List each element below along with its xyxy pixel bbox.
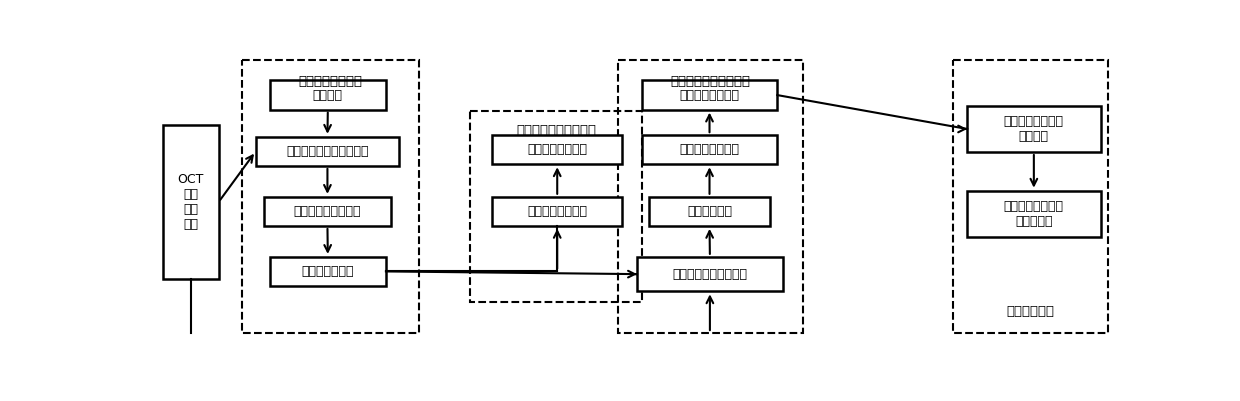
Bar xyxy=(967,190,1101,237)
Bar xyxy=(642,81,777,110)
Text: 实时位置追踪模块: 实时位置追踪模块 xyxy=(298,75,362,88)
Bar xyxy=(637,257,782,292)
Bar xyxy=(263,197,392,226)
Bar xyxy=(492,135,622,164)
Bar xyxy=(954,60,1109,333)
Text: 磁极单元: 磁极单元 xyxy=(312,89,342,101)
Bar xyxy=(162,125,218,279)
Text: 图像配准单元: 图像配准单元 xyxy=(687,205,732,218)
Bar xyxy=(242,60,419,333)
Text: 血管分叉配准融合模块: 血管分叉配准融合模块 xyxy=(671,75,750,88)
Text: 面渲染和体渲染混
合渲染单元: 面渲染和体渲染混 合渲染单元 xyxy=(1004,200,1064,228)
Text: 图像校正处理单元: 图像校正处理单元 xyxy=(527,143,588,156)
Text: 图像空间位置校正模块: 图像空间位置校正模块 xyxy=(516,124,596,137)
Text: 血管内壁的分割和
识别单元: 血管内壁的分割和 识别单元 xyxy=(1004,115,1064,143)
Text: 图像拼接融合单元: 图像拼接融合单元 xyxy=(680,89,739,101)
Bar xyxy=(642,135,777,164)
Bar xyxy=(255,137,399,166)
Text: 传感器接收单元: 传感器接收单元 xyxy=(301,265,355,278)
Bar xyxy=(492,197,622,226)
Bar xyxy=(470,111,642,302)
Text: OCT
图像
获取
模块: OCT 图像 获取 模块 xyxy=(177,173,203,231)
Text: 变换矩阵修正单元: 变换矩阵修正单元 xyxy=(680,143,739,156)
Bar xyxy=(650,197,770,226)
Text: 三维渲染模块: 三维渲染模块 xyxy=(1007,305,1055,318)
Text: 三维霍尔传感器载体单元: 三维霍尔传感器载体单元 xyxy=(286,145,368,158)
Bar xyxy=(270,81,386,110)
Bar xyxy=(967,106,1101,152)
Bar xyxy=(619,60,804,333)
Text: 三维霍尔传感器单元: 三维霍尔传感器单元 xyxy=(294,205,361,218)
Bar xyxy=(270,257,386,286)
Text: 空间坐标转换单元: 空间坐标转换单元 xyxy=(527,205,588,218)
Text: 特征点提取和匹配单元: 特征点提取和匹配单元 xyxy=(672,267,748,281)
